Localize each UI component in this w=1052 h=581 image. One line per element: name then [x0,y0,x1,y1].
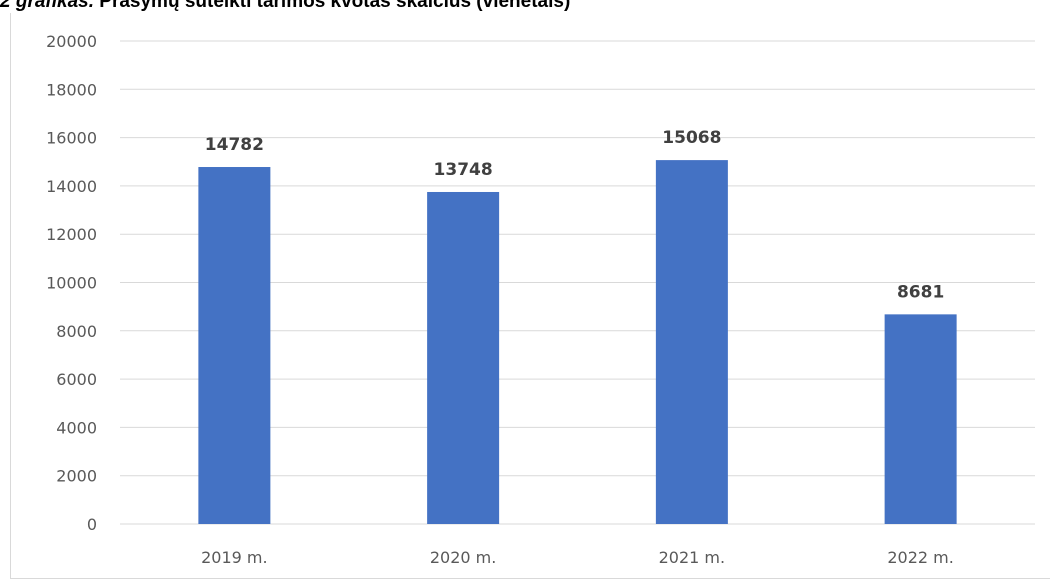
y-tick-label: 2000 [56,467,97,486]
caption-lead: 2 grafikas. [0,0,94,12]
chart-caption: 2 grafikas. Prašymų suteikti tarimos kvo… [0,0,1052,13]
data-label: 13748 [434,160,493,180]
chart-frame [10,13,1050,579]
x-tick-label: 2019 m. [201,548,267,567]
data-label: 14782 [205,135,264,155]
data-label: 8681 [897,282,944,302]
x-tick-label: 2020 m. [430,548,496,567]
y-tick-label: 16000 [46,129,97,148]
y-tick-label: 14000 [46,177,97,196]
x-tick-label: 2022 m. [887,548,953,567]
y-tick-label: 20000 [46,32,97,51]
y-tick-label: 12000 [46,225,97,244]
y-tick-label: 18000 [46,80,97,99]
y-tick-label: 6000 [56,370,97,389]
bar [198,167,271,524]
y-tick-label: 8000 [56,322,97,341]
y-tick-label: 10000 [46,274,97,293]
bar [884,314,957,524]
bar [655,160,728,525]
caption-text: Prašymų suteikti tarimos kvotas skaičius… [99,0,571,12]
bar [427,191,500,525]
x-tick-label: 2021 m. [659,548,725,567]
y-tick-label: 0 [87,515,97,534]
data-label: 15068 [662,128,721,148]
y-tick-label: 4000 [56,418,97,437]
